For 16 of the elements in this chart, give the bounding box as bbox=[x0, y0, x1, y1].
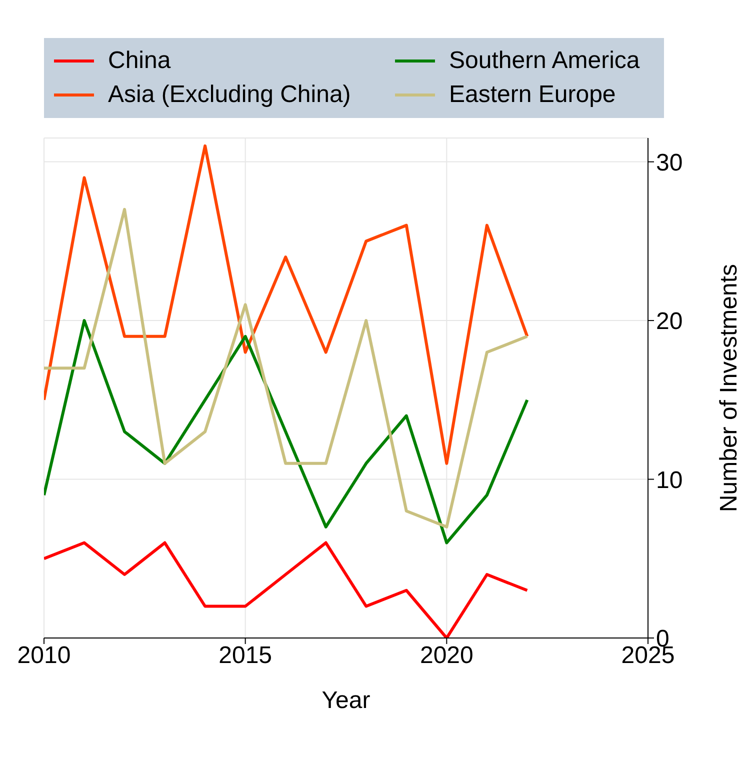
legend-label: Eastern Europe bbox=[449, 81, 616, 109]
x-tick-label: 2020 bbox=[420, 642, 474, 670]
x-tick-label: 2010 bbox=[17, 642, 71, 670]
line-series bbox=[44, 208, 529, 528]
x-tick-label: 2015 bbox=[218, 642, 272, 670]
legend-label: Asia (Excluding China) bbox=[108, 81, 351, 109]
y-tick-label: 30 bbox=[656, 149, 683, 176]
legend-label: Southern America bbox=[449, 47, 640, 75]
x-axis-title: Year bbox=[322, 687, 370, 714]
line-series bbox=[44, 541, 529, 638]
y-tick-label: 20 bbox=[656, 308, 683, 336]
line-series bbox=[44, 319, 529, 544]
y-tick-label: 10 bbox=[656, 466, 683, 494]
line-series bbox=[44, 144, 529, 465]
y-axis-title: Number of Investments bbox=[716, 264, 743, 512]
legend-label: China bbox=[108, 47, 171, 75]
